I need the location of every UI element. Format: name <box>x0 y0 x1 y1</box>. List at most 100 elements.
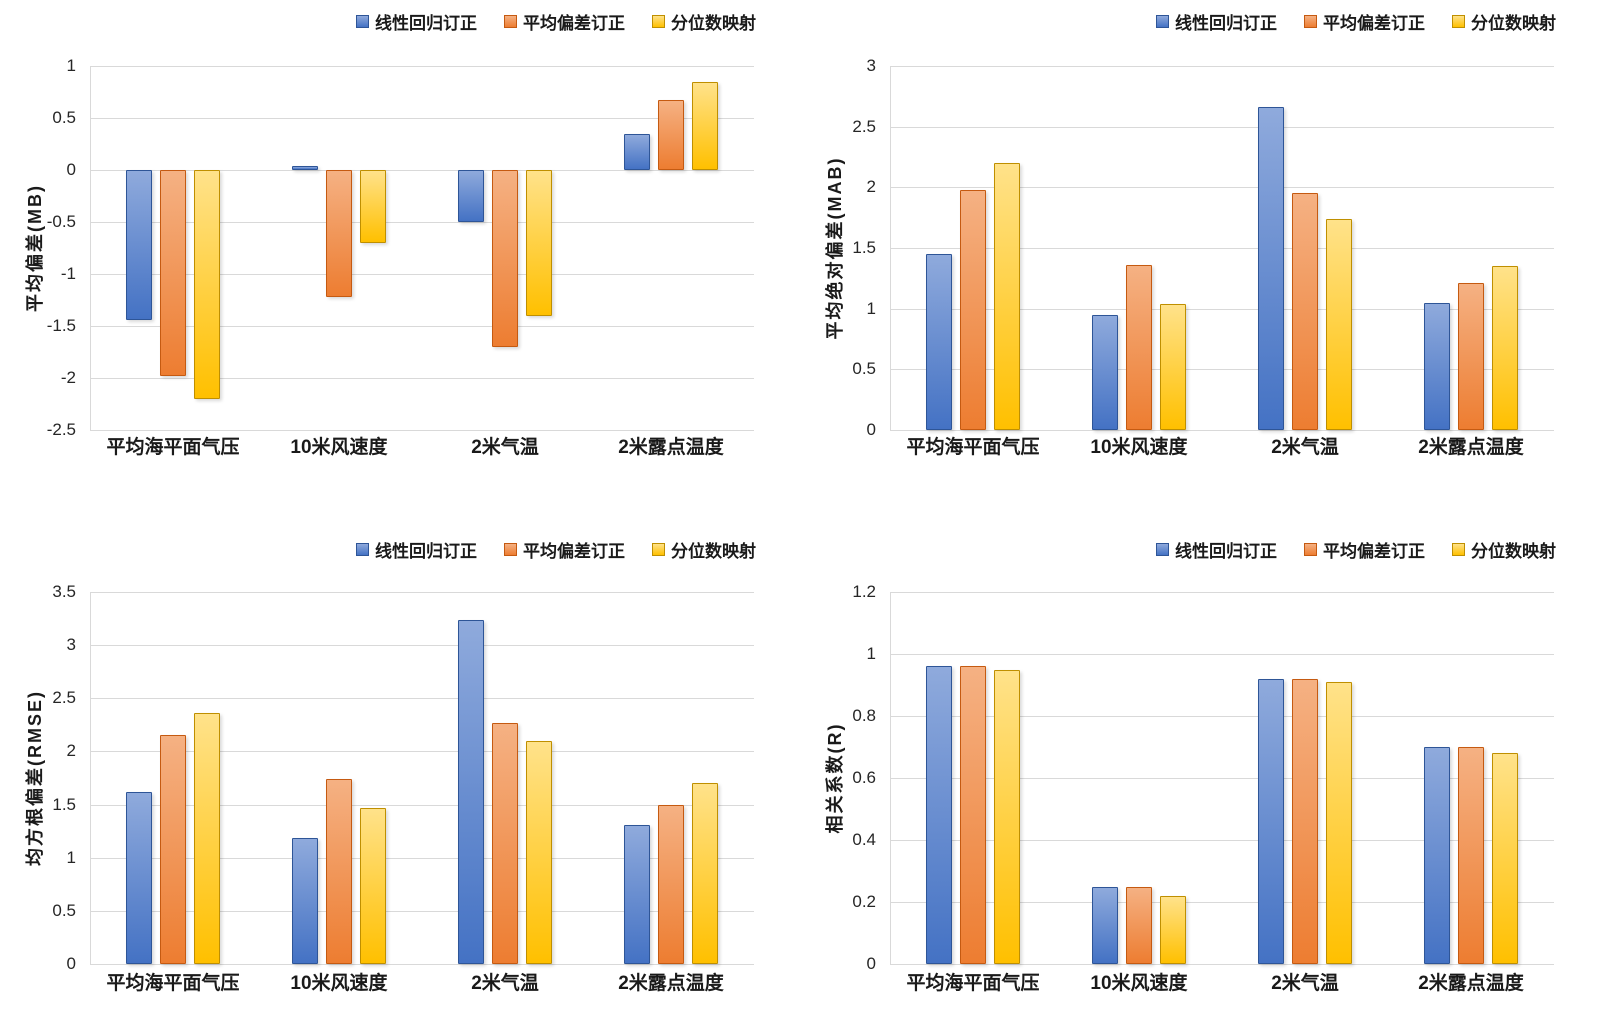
gridline <box>90 751 754 753</box>
y-tick-label: 1 <box>866 644 876 663</box>
legend-swatch-yellow-icon <box>652 542 665 556</box>
bar-mean-bias-correction-cat0 <box>960 666 986 964</box>
chart-rmse: 线性回归订正 平均偏差订正 分位数映射 均方根偏差(RMSE) 3.5 3 2.5 2… <box>0 512 800 1023</box>
legend-label: 分位数映射 <box>671 13 756 33</box>
gridline <box>890 430 1554 431</box>
gridline <box>890 66 1554 67</box>
bar-mean-bias-correction-cat1 <box>1126 264 1152 430</box>
legend-label: 平均偏差订正 <box>523 13 625 33</box>
y-tick-label: 0.8 <box>852 706 876 725</box>
bar-mean-bias-correction-cat3 <box>1458 747 1484 964</box>
bar-linear-regression-cat3 <box>624 133 650 170</box>
bar-mean-bias-correction-cat3 <box>1458 283 1484 430</box>
legend-swatch-orange-icon <box>1304 14 1317 28</box>
chart-correlation: 线性回归订正 平均偏差订正 分位数映射 相关系数(R) 1.2 1 0.8 0.6 0.… <box>800 512 1600 1023</box>
gridline <box>890 902 1554 903</box>
gridline <box>890 126 1554 128</box>
y-axis-line <box>890 592 891 964</box>
gridline <box>890 778 1554 779</box>
bar-mean-bias-correction-cat3 <box>658 100 684 170</box>
y-tick-label: -2.5 <box>46 420 76 439</box>
gridline <box>90 274 754 275</box>
legend-label: 线性回归订正 <box>1175 13 1277 33</box>
bar-mean-bias-correction-cat1 <box>326 779 352 964</box>
bar-quantile-mapping-cat1 <box>1160 303 1186 430</box>
y-tick-label: -1.5 <box>46 316 76 335</box>
bar-linear-regression-cat1 <box>292 837 318 964</box>
legend-label: 线性回归订正 <box>375 541 477 561</box>
y-tick-label: -2 <box>60 368 76 387</box>
legend-item-linear-regression: 线性回归订正 <box>1156 9 1277 34</box>
y-axis-line <box>90 592 91 964</box>
x-category-label: 平均海平面气压 <box>106 973 240 994</box>
bar-quantile-mapping-cat2 <box>526 170 552 316</box>
chart-mean-absolute-bias: 线性回归订正 平均偏差订正 分位数映射 平均绝对偏差(MAB) 3 2.5 2 1.5… <box>800 0 1600 512</box>
x-category-label: 2米气温 <box>1271 437 1339 458</box>
y-tick-label: 1.5 <box>52 794 76 814</box>
legend-item-mean-bias-correction: 平均偏差订正 <box>504 9 625 34</box>
y-tick-label: 0.5 <box>52 900 76 920</box>
y-tick-label: 1 <box>66 847 76 867</box>
legend-label: 平均偏差订正 <box>523 541 625 561</box>
bar-quantile-mapping-cat3 <box>692 81 718 170</box>
bar-quantile-mapping-cat1 <box>360 170 386 243</box>
bar-mean-bias-correction-cat2 <box>1292 193 1318 430</box>
gridline <box>90 910 754 912</box>
bar-mean-bias-correction-cat0 <box>960 189 986 430</box>
x-category-label: 平均海平面气压 <box>106 437 240 458</box>
legend-label: 平均偏差订正 <box>1323 541 1425 561</box>
gridline <box>90 66 754 67</box>
bar-linear-regression-cat3 <box>1424 302 1450 430</box>
bar-quantile-mapping-cat3 <box>1492 753 1518 964</box>
y-tick-label: 0.5 <box>852 359 876 379</box>
legend-label: 线性回归订正 <box>375 13 477 33</box>
gridline <box>90 326 754 327</box>
bar-quantile-mapping-cat0 <box>194 713 220 964</box>
legend-label: 分位数映射 <box>1471 541 1556 561</box>
legend-item-quantile-mapping: 分位数映射 <box>652 9 756 34</box>
gridline <box>90 964 754 965</box>
x-category-label: 平均海平面气压 <box>906 973 1040 994</box>
bar-linear-regression-cat2 <box>458 170 484 222</box>
bar-mean-bias-correction-cat0 <box>160 735 186 964</box>
gridline <box>90 698 754 700</box>
gridline <box>90 857 754 859</box>
gridline <box>90 592 754 593</box>
x-category-label: 2米气温 <box>471 973 539 994</box>
y-tick-label: 0.6 <box>852 768 876 787</box>
y-tick-label: 3 <box>66 635 76 655</box>
y-axis-title: 平均偏差(MB) <box>25 184 45 312</box>
gridline <box>890 840 1554 841</box>
gridline <box>890 654 1554 655</box>
bar-quantile-mapping-cat0 <box>994 669 1020 964</box>
legend-swatch-yellow-icon <box>652 14 665 28</box>
bar-quantile-mapping-cat3 <box>692 783 718 964</box>
y-tick-label: 1 <box>66 56 76 75</box>
bar-linear-regression-cat0 <box>926 666 952 964</box>
legend-item-linear-regression: 线性回归订正 <box>1156 537 1277 562</box>
x-category-label: 2米气温 <box>1271 973 1339 994</box>
legend-swatch-blue-icon <box>1156 14 1169 28</box>
bar-mean-bias-correction-cat2 <box>1292 678 1318 964</box>
gridline <box>890 716 1554 717</box>
x-category-label: 2米露点温度 <box>1418 437 1524 458</box>
bar-linear-regression-cat0 <box>126 170 152 320</box>
x-category-label: 2米露点温度 <box>618 973 724 994</box>
legend-label: 分位数映射 <box>1471 13 1556 33</box>
x-category-label: 2米露点温度 <box>1418 973 1524 994</box>
y-tick-label: 2 <box>66 741 76 761</box>
bar-linear-regression-cat2 <box>458 619 484 964</box>
gridline <box>890 187 1554 189</box>
legend-swatch-orange-icon <box>504 14 517 28</box>
y-tick-label: 2.5 <box>852 116 876 136</box>
legend-swatch-yellow-icon <box>1452 14 1465 28</box>
gridline <box>890 308 1554 310</box>
bar-linear-regression-cat2 <box>1258 678 1284 964</box>
legend-item-quantile-mapping: 分位数映射 <box>1452 537 1556 562</box>
bar-linear-regression-cat1 <box>292 165 318 170</box>
bar-linear-regression-cat3 <box>1424 747 1450 964</box>
legend-item-linear-regression: 线性回归订正 <box>356 9 477 34</box>
legend-swatch-yellow-icon <box>1452 542 1465 556</box>
bar-quantile-mapping-cat3 <box>1492 266 1518 430</box>
